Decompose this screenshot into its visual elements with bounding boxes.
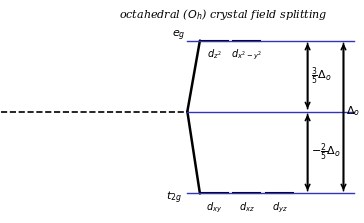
Text: $\Delta_o$: $\Delta_o$ xyxy=(347,105,360,118)
Text: $e_g$: $e_g$ xyxy=(172,29,186,43)
Text: $-\frac{2}{5}\Delta_o$: $-\frac{2}{5}\Delta_o$ xyxy=(311,142,341,163)
Text: $t_{2g}$: $t_{2g}$ xyxy=(166,190,182,206)
Text: $\frac{3}{5}\Delta_o$: $\frac{3}{5}\Delta_o$ xyxy=(311,65,332,87)
Text: $d_{xy}$: $d_{xy}$ xyxy=(206,200,223,215)
Text: $d_{xz}$: $d_{xz}$ xyxy=(239,200,255,214)
Text: $d_{yz}$: $d_{yz}$ xyxy=(272,200,288,215)
Text: $d_{x^2-y^2}$: $d_{x^2-y^2}$ xyxy=(231,47,262,62)
Text: $d_{z^2}$: $d_{z^2}$ xyxy=(207,47,222,61)
Text: octahedral ($O_h$) crystal field splitting: octahedral ($O_h$) crystal field splitti… xyxy=(119,7,328,22)
